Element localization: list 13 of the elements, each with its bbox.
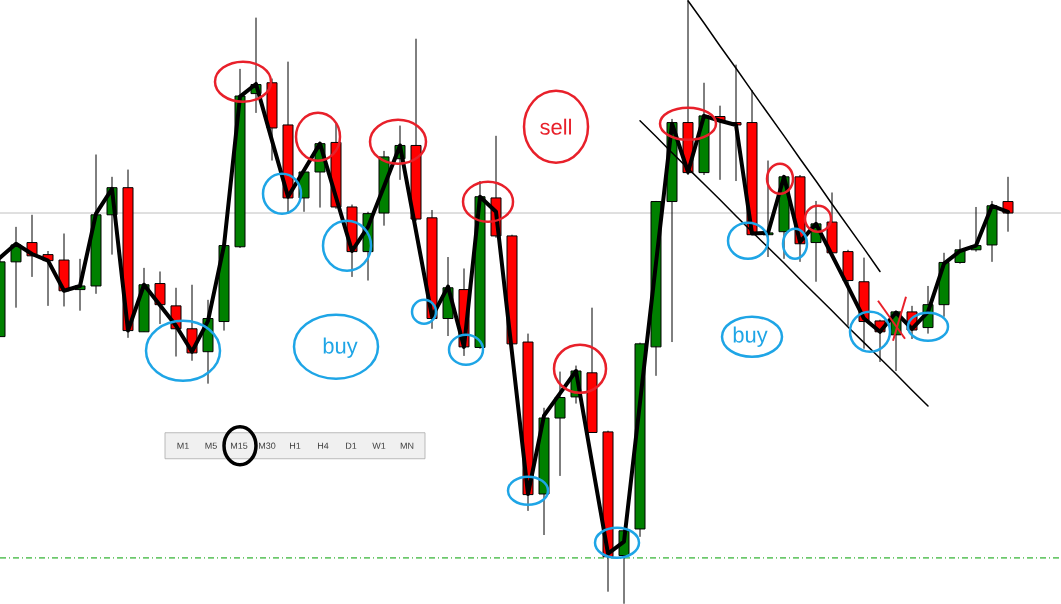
annotation: MN [400, 442, 414, 449]
annotation: D1 [346, 442, 357, 449]
annotation: H4 [318, 442, 329, 449]
candlestick [554, 370, 566, 477]
annotation: buy [733, 326, 768, 347]
annotation: M5 [205, 442, 217, 449]
annotation: buy [323, 337, 358, 358]
annotation: M30 [259, 442, 276, 449]
annotation: W1 [372, 442, 386, 449]
annotation: sell [540, 118, 571, 135]
annotation: M15 [231, 442, 248, 449]
annotation: M1 [177, 442, 189, 449]
annotation: H1 [290, 442, 301, 449]
